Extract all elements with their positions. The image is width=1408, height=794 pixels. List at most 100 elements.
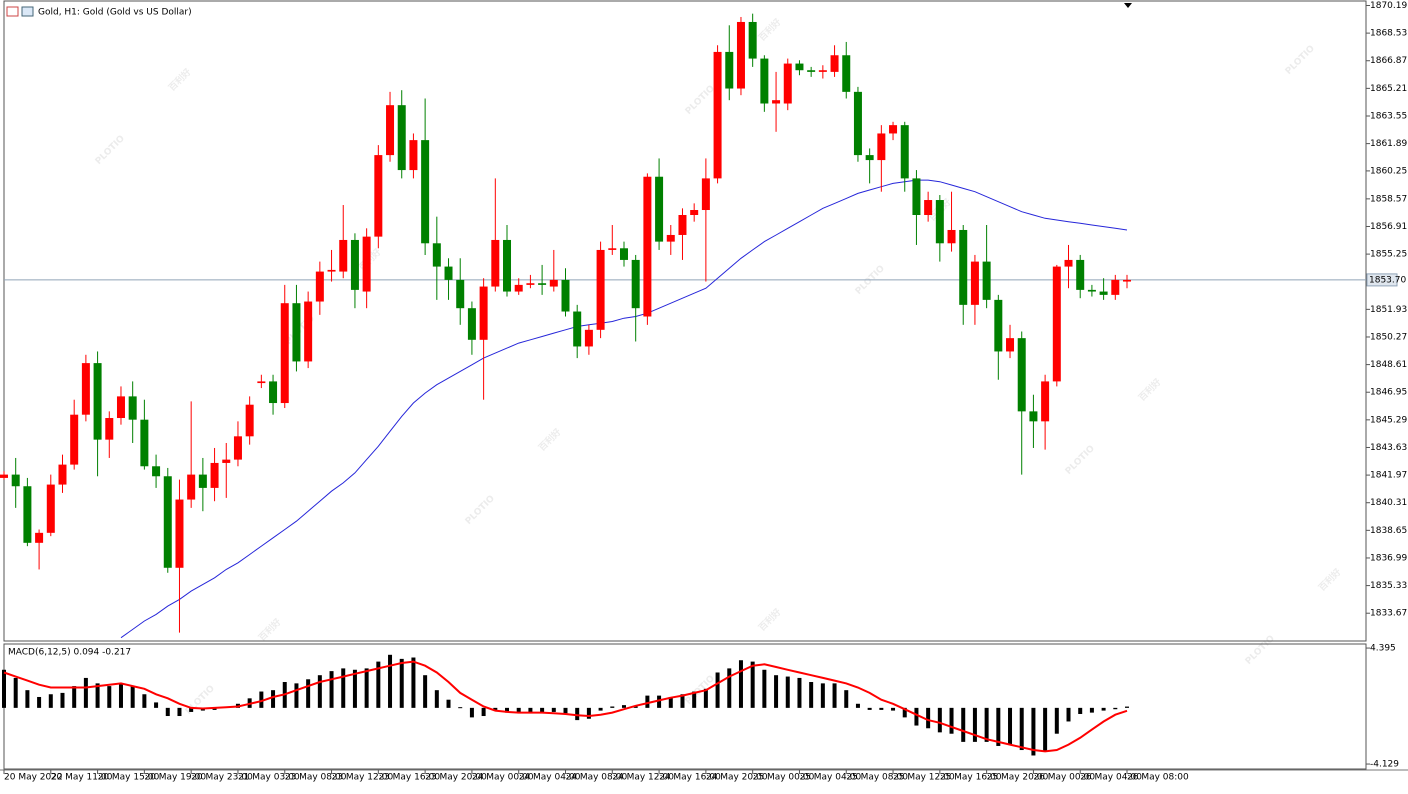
- shift-marker: [1124, 3, 1132, 8]
- candle-body: [58, 464, 67, 485]
- candle-body: [748, 21, 757, 59]
- macd-bar: [797, 677, 802, 708]
- macd-bar: [598, 707, 603, 711]
- x-tick-label: 24 May 00:00: [472, 773, 534, 783]
- x-tick-label: 20 May 11:00: [51, 773, 113, 783]
- macd-bar: [388, 654, 393, 708]
- y-tick-label: 1835.33: [1370, 581, 1407, 591]
- candle-body: [807, 70, 816, 72]
- macd-bar: [1019, 707, 1024, 751]
- macd-bar: [926, 707, 931, 729]
- macd-bar: [37, 696, 42, 708]
- y-tick-label: 1833.67: [1370, 609, 1407, 619]
- candle-body: [327, 269, 336, 272]
- candle-body: [163, 476, 172, 568]
- y-tick-label: 1861.89: [1370, 139, 1407, 149]
- candle-body: [584, 329, 593, 347]
- candle-body: [304, 301, 313, 362]
- candle-body: [830, 55, 839, 72]
- candle-body: [935, 200, 944, 244]
- x-tick-label: 25 May 20:00: [987, 773, 1049, 783]
- candle-body: [982, 261, 991, 300]
- candle-body: [1099, 291, 1108, 295]
- candle-body: [1029, 411, 1038, 422]
- macd-bar: [329, 671, 334, 708]
- macd-bar: [154, 702, 159, 708]
- candle-body: [853, 91, 862, 156]
- macd-bar: [879, 707, 884, 710]
- candle-body: [198, 474, 207, 488]
- x-tick-label: 23 May 16:00: [378, 773, 440, 783]
- candle-body: [783, 63, 792, 104]
- macd-bar: [703, 688, 708, 708]
- candle-body: [70, 414, 79, 465]
- macd-bar: [551, 707, 556, 712]
- candle-body: [491, 239, 500, 287]
- candle-body: [877, 133, 886, 161]
- candle-body: [479, 286, 488, 340]
- y-tick-label: 1836.99: [1370, 553, 1407, 563]
- y-tick-label: 1863.55: [1370, 111, 1407, 121]
- y-tick-label: 1858.57: [1370, 194, 1407, 204]
- x-tick-label: 21 May 03:00: [238, 773, 300, 783]
- candle-body: [292, 303, 301, 362]
- candle-body: [619, 248, 628, 260]
- macd-bar: [1078, 707, 1083, 714]
- macd-bar: [481, 707, 486, 717]
- y-tick-label: 1850.27: [1370, 332, 1407, 342]
- macd-bar: [72, 686, 77, 708]
- macd-bar: [750, 661, 755, 708]
- y-tick-label: 1866.87: [1370, 56, 1407, 66]
- x-tick-label: 24 May 08:00: [566, 773, 628, 783]
- candle-body: [818, 70, 827, 72]
- candle-body: [970, 261, 979, 305]
- macd-bar: [434, 690, 439, 708]
- candle-body: [772, 100, 781, 104]
- macd-bar: [528, 707, 533, 713]
- macd-bar: [785, 676, 790, 708]
- moving-average: [120, 179, 1128, 639]
- x-tick-label: 25 May 16:00: [940, 773, 1002, 783]
- macd-bar: [891, 707, 896, 711]
- candle-body: [128, 396, 137, 420]
- macd-bar: [984, 707, 989, 742]
- candle-body: [655, 176, 664, 242]
- candle-body: [947, 229, 956, 244]
- candle-body: [210, 462, 219, 488]
- macd-bar: [1125, 706, 1129, 708]
- price-label-box: [1366, 273, 1398, 287]
- candle-body: [1123, 279, 1131, 282]
- candle-body: [467, 308, 476, 340]
- candle-body: [795, 63, 804, 71]
- y-tick-label: 1838.65: [1370, 526, 1407, 536]
- macd-title: MACD(6,12,5) 0.094 -0.217: [8, 648, 131, 658]
- macd-bar: [516, 707, 521, 714]
- x-tick-label: 25 May 00:00: [753, 773, 815, 783]
- x-tick-label: 24 May 20:00: [706, 773, 768, 783]
- macd-bar: [575, 707, 580, 721]
- candle-body: [0, 474, 8, 478]
- candle-body: [105, 418, 114, 440]
- macd-bar: [1043, 707, 1048, 752]
- candle-body: [573, 311, 582, 347]
- x-tick-label: 20 May 15:00: [98, 773, 160, 783]
- macd-bar: [83, 677, 88, 708]
- macd-bar: [341, 668, 346, 708]
- x-tick-label: 24 May 12:00: [612, 773, 674, 783]
- y-tick-label: 1848.61: [1370, 360, 1407, 370]
- y-tick-label: 1870.19: [1370, 1, 1407, 11]
- candle-body: [23, 486, 32, 543]
- chart-icon: [21, 6, 34, 17]
- macd-bar: [376, 661, 381, 708]
- macd-bar: [1054, 707, 1059, 734]
- chart-icon: [6, 6, 19, 17]
- macd-bar: [352, 669, 357, 708]
- macd-bar: [692, 691, 697, 708]
- macd-bar: [469, 707, 474, 718]
- x-tick-label: 23 May 20:00: [425, 773, 487, 783]
- candle-body: [596, 249, 605, 330]
- macd-bar: [364, 668, 369, 708]
- macd-bar: [48, 694, 53, 708]
- x-tick-label: 25 May 04:00: [799, 773, 861, 783]
